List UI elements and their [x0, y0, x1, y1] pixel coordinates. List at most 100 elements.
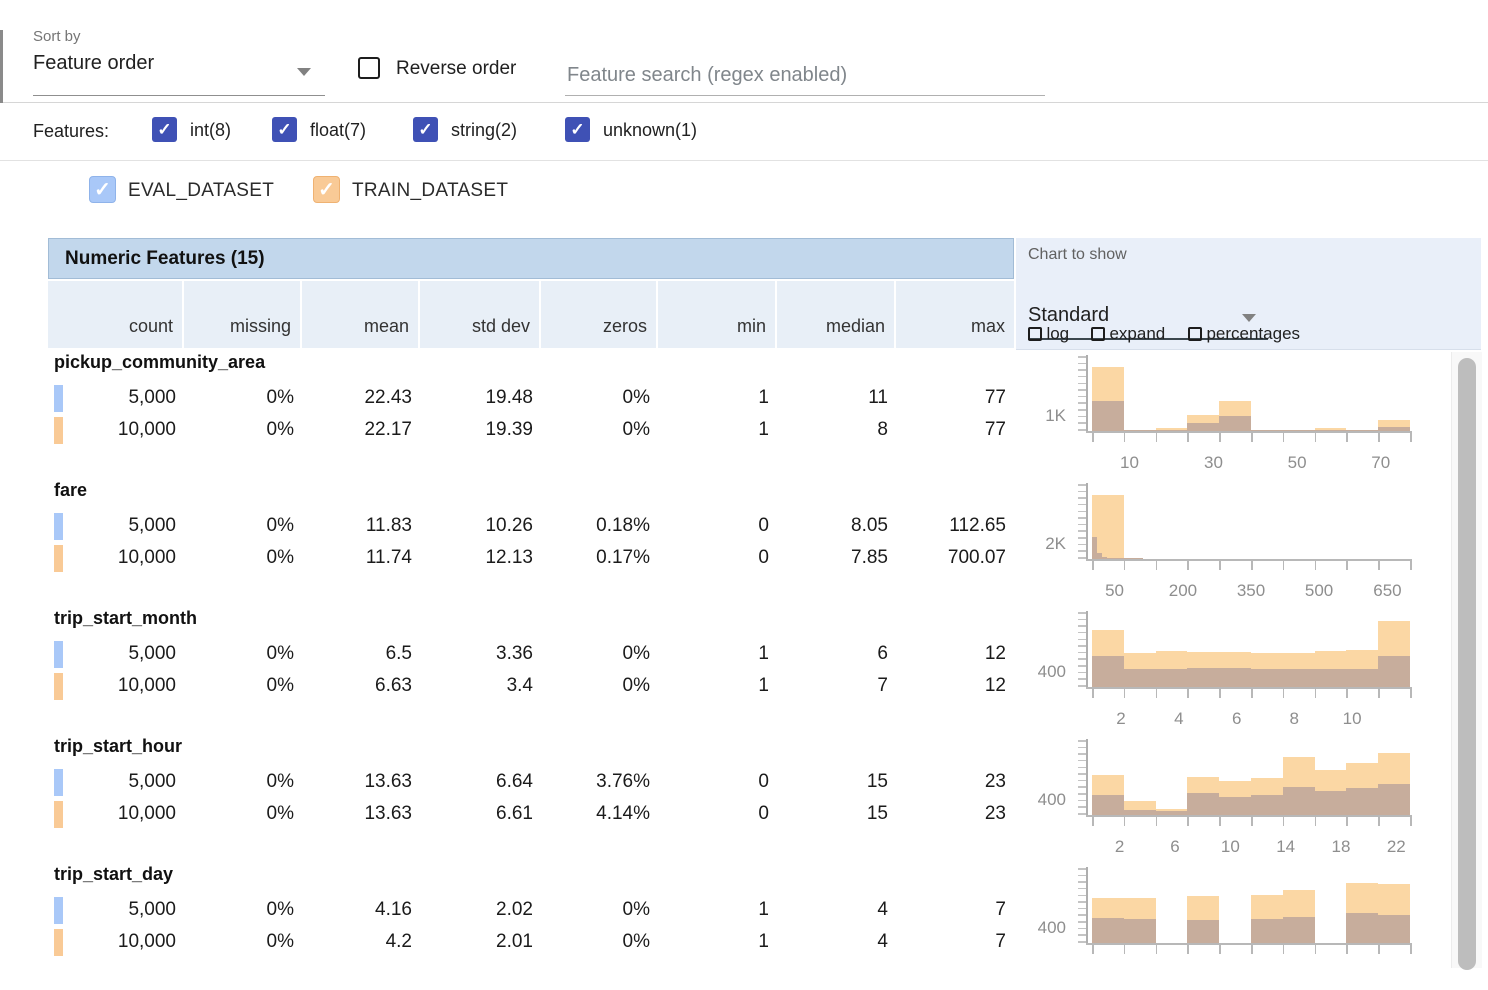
y-tick — [1078, 753, 1086, 755]
x-tick — [1410, 433, 1412, 442]
x-tick-label: 6 — [1170, 837, 1180, 856]
feature-name: fare — [54, 480, 88, 500]
stat-value: 12 — [984, 675, 1006, 696]
y-tick — [1078, 881, 1086, 883]
filter-float-label: float(7) — [310, 120, 367, 140]
y-tick — [1078, 907, 1086, 910]
histogram-bar-eval — [1097, 553, 1103, 559]
filter-int-checkbox[interactable]: ✓ — [152, 117, 177, 142]
eval-dataset-label: EVAL_DATASET — [128, 180, 275, 201]
histogram-bar-eval — [1123, 809, 1156, 815]
stat-value: 6 — [877, 643, 888, 664]
stat-value: 10,000 — [117, 547, 176, 568]
histogram-pickup_community_area: 1K 10 30 50 70 — [1020, 354, 1440, 478]
stat-value: 1 — [758, 387, 769, 408]
chart-type-dropdown[interactable]: Standard — [1016, 268, 1270, 340]
histogram-bar-eval — [1092, 918, 1124, 943]
x-tick — [1314, 945, 1317, 954]
feature-search-input[interactable] — [565, 56, 1045, 96]
x-tick — [1410, 561, 1412, 570]
y-axis-label: 400 — [1037, 661, 1066, 681]
y-tick — [1078, 543, 1086, 546]
filter-string-checkbox[interactable]: ✓ — [413, 117, 438, 142]
stat-value: 11.74 — [365, 547, 412, 568]
stat-value: 5,000 — [128, 899, 176, 920]
chart-option-log[interactable]: log — [1028, 324, 1069, 344]
filter-unknown-checkbox[interactable]: ✓ — [565, 117, 590, 142]
histogram-bar-eval — [1092, 401, 1124, 431]
eval-dataset-checkbox[interactable]: ✓ — [89, 176, 116, 203]
stat-value: 0% — [266, 419, 294, 440]
scrollbar-thumb[interactable] — [1458, 358, 1476, 970]
y-tick — [1078, 550, 1086, 552]
features-label: Features: — [33, 121, 110, 141]
dataset-color-swatch — [54, 513, 63, 540]
chart-option-percentages[interactable]: percentages — [1188, 324, 1300, 344]
feature-stats-row-train: 10,000 0% 4.2 2.01 0% 1 4 7 — [48, 926, 1014, 958]
y-tick — [1078, 484, 1086, 486]
y-tick — [1078, 490, 1086, 493]
x-tick — [1092, 945, 1094, 954]
stat-value: 7.85 — [851, 547, 888, 568]
percentages-checkbox[interactable] — [1188, 327, 1202, 341]
x-tick — [1378, 817, 1380, 826]
x-tick — [1187, 561, 1189, 570]
x-tick — [1378, 561, 1380, 570]
x-axis — [1086, 943, 1412, 945]
x-tick — [1346, 689, 1348, 698]
x-tick — [1187, 433, 1189, 442]
reverse-order-checkbox[interactable] — [358, 57, 380, 79]
feature-stats-row-train: 10,000 0% 22.17 19.39 0% 1 8 77 — [48, 414, 1014, 446]
x-tick-label: 8 — [1289, 709, 1299, 728]
stat-value: 7 — [995, 931, 1006, 952]
stat-value: 8.05 — [851, 515, 888, 536]
x-tick-label: 2 — [1114, 837, 1125, 856]
scrollbar-track[interactable] — [1451, 352, 1482, 970]
col-header-count: count — [48, 281, 184, 348]
filter-float-checkbox[interactable]: ✓ — [272, 117, 297, 142]
feature-name: trip_start_day — [54, 864, 174, 884]
stat-value: 22.17 — [364, 419, 412, 440]
stat-value: 23 — [984, 803, 1006, 824]
stat-value: 10,000 — [117, 675, 176, 696]
x-tick — [1282, 433, 1285, 442]
y-tick — [1078, 806, 1086, 808]
x-tick — [1378, 689, 1380, 698]
x-tick — [1282, 561, 1285, 570]
x-tick — [1123, 945, 1126, 954]
histogram-bar-eval — [1251, 430, 1283, 431]
y-tick — [1078, 402, 1086, 404]
x-axis — [1086, 431, 1412, 433]
col-header-min: min — [658, 281, 777, 348]
y-tick — [1078, 631, 1086, 634]
x-tick — [1187, 689, 1189, 698]
histogram-bar-eval — [1187, 920, 1220, 943]
train-dataset-checkbox[interactable]: ✓ — [313, 176, 340, 203]
y-tick — [1078, 658, 1086, 660]
chart-option-expand[interactable]: expand — [1091, 324, 1165, 344]
expand-checkbox[interactable] — [1091, 327, 1105, 341]
y-tick — [1078, 497, 1086, 499]
filter-unknown-label: unknown(1) — [603, 120, 698, 140]
filter-int-label: int(8) — [190, 120, 232, 140]
col-header-mean: mean — [302, 281, 420, 348]
stat-value: 4.2 — [385, 931, 412, 952]
stat-value: 19.39 — [485, 419, 533, 440]
stat-value: 22.43 — [364, 387, 412, 408]
y-tick — [1078, 429, 1086, 431]
x-tick — [1092, 433, 1094, 442]
y-tick — [1078, 941, 1086, 943]
y-tick — [1078, 813, 1086, 815]
stat-value: 0% — [266, 931, 294, 952]
sort-by-dropdown[interactable]: Feature order — [33, 52, 325, 96]
histogram-bar-eval — [1123, 668, 1156, 687]
chevron-down-icon — [1242, 314, 1256, 322]
histogram-bar-eval — [1282, 787, 1315, 815]
log-checkbox[interactable] — [1028, 327, 1042, 341]
train-dataset-label: TRAIN_DATASET — [352, 180, 509, 201]
y-tick — [1078, 651, 1086, 654]
y-tick — [1078, 422, 1086, 424]
histogram-bar-eval — [1282, 430, 1315, 431]
histogram-bar-train — [1314, 428, 1347, 431]
y-tick — [1078, 914, 1086, 916]
